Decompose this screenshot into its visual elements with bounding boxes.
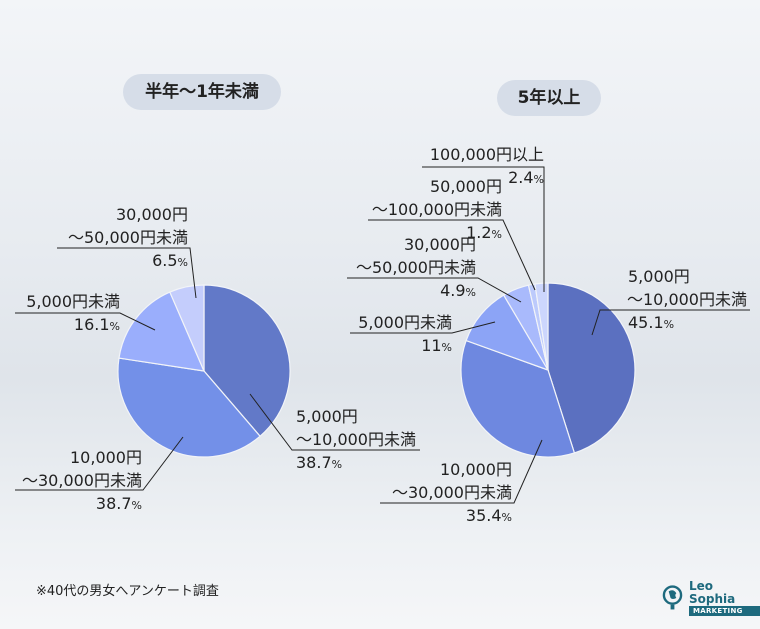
leader-line — [368, 219, 536, 291]
logo-sub: MARKETING — [688, 606, 760, 616]
lion-head-icon — [662, 585, 683, 610]
pie-slice — [169, 284, 205, 372]
pie-slice — [203, 284, 291, 438]
pie-slice — [118, 291, 205, 372]
leader-line — [350, 321, 496, 334]
label-right-50000-100000: 50,000円 〜100,000円未満 1.2% — [371, 177, 502, 242]
chart-title-right: 5年以上 — [497, 80, 601, 116]
leader-line — [347, 277, 522, 303]
logo: Leo Sophia MARKETING — [662, 580, 760, 616]
leader-line — [380, 439, 543, 504]
label-right-30000-50000: 30,000円 〜50,000円未満 4.9% — [356, 235, 476, 300]
leader-line — [422, 166, 545, 292]
leader-line — [249, 393, 420, 451]
footnote: ※40代の男女へアンケート調査 — [36, 584, 219, 599]
label-right-10000-30000: 10,000円 〜30,000円未満 35.4% — [392, 460, 512, 525]
leader-line — [57, 247, 197, 299]
pie-slice — [117, 357, 261, 458]
label-right-5000-10000: 5,000円 〜10,000円未満 45.1% — [627, 267, 747, 332]
label-left-5000-10000: 5,000円 〜10,000円未満 38.7% — [296, 407, 416, 472]
label-left-10000-30000: 10,000円 〜30,000円未満 38.7% — [22, 448, 142, 513]
pie-slice — [547, 282, 636, 454]
leader-lines — [15, 166, 750, 504]
label-left-under-5000: 5,000円未満 16.1% — [26, 292, 120, 334]
leader-line — [15, 436, 184, 491]
pie-slice — [534, 282, 549, 371]
label-right-over-100000: 100,000円以上 2.4% — [429, 145, 544, 187]
leader-line — [591, 309, 750, 336]
label-right-under-5000: 5,000円未満 11% — [358, 313, 452, 355]
chart-title-left: 半年〜1年未満 — [123, 74, 281, 110]
leader-line — [15, 312, 156, 331]
logo-name: Leo Sophia — [688, 579, 736, 606]
label-left-30000-50000: 30,000円 〜50,000円未満 6.5% — [68, 205, 188, 270]
